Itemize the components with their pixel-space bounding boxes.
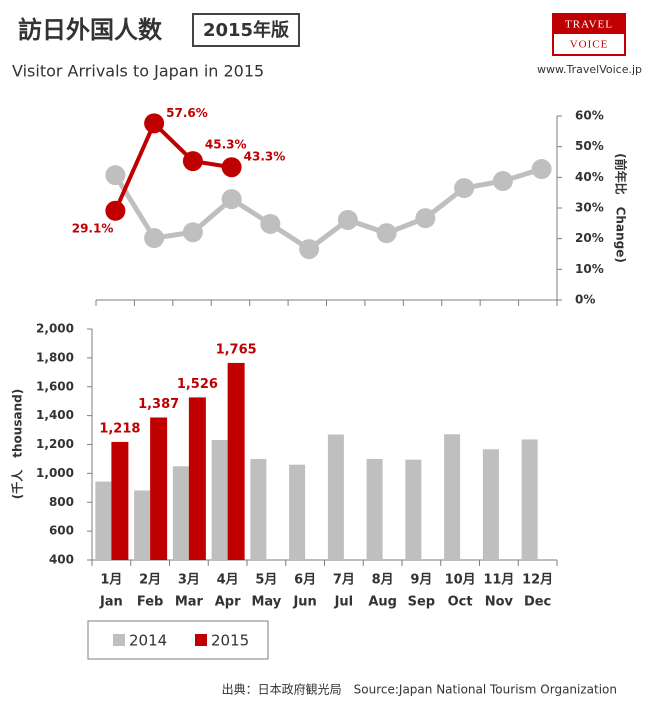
data-label: 43.3% xyxy=(244,150,286,164)
data-label: 1,526 xyxy=(177,377,218,392)
y2-tick-label: 20% xyxy=(575,231,604,245)
y2-tick-label: 40% xyxy=(575,170,604,184)
legend-swatch xyxy=(113,634,125,646)
point xyxy=(337,209,358,230)
x-tick-label: 8月 xyxy=(372,573,394,588)
page-title: 訪日外国人数 xyxy=(18,16,163,44)
data-label: 57.6% xyxy=(166,106,208,120)
x-tick-label: 12月 xyxy=(522,573,553,588)
x-tick-label: 7月 xyxy=(333,573,355,588)
x-tick-label: 3月 xyxy=(178,573,200,588)
bar xyxy=(521,439,538,560)
url: www.TravelVoice.jp xyxy=(537,63,642,76)
point xyxy=(144,228,165,249)
point xyxy=(144,113,165,134)
x-tick-label-en: Oct xyxy=(448,595,473,610)
y-tick-label: 1,800 xyxy=(36,350,74,364)
y-tick-label: 400 xyxy=(49,553,74,567)
bar xyxy=(250,458,267,560)
data-label: 1,218 xyxy=(99,421,140,436)
y-tick-label: 1,200 xyxy=(36,437,74,451)
legend-swatch xyxy=(195,634,207,646)
bar xyxy=(134,490,151,560)
x-tick-label-en: Dec xyxy=(524,595,551,610)
bar xyxy=(172,466,189,560)
x-tick-label: 5月 xyxy=(255,573,277,588)
y-axis-label: (千人 thousand) xyxy=(10,389,25,499)
data-label: 29.1% xyxy=(72,221,114,235)
x-tick-label-en: Jan xyxy=(99,595,123,610)
x-tick-label: 11月 xyxy=(483,573,514,588)
point xyxy=(299,239,320,260)
point xyxy=(531,159,552,180)
data-label: 1,387 xyxy=(138,397,179,412)
y2-tick-label: 0% xyxy=(575,293,595,307)
badge-box xyxy=(192,13,300,47)
x-tick-label: 6月 xyxy=(294,573,316,588)
bar xyxy=(444,434,461,560)
logo-band xyxy=(553,14,625,34)
y-tick-label: 800 xyxy=(49,495,74,509)
y2-tick-label: 30% xyxy=(575,201,604,215)
point xyxy=(415,208,436,229)
bar xyxy=(366,458,383,560)
bar xyxy=(150,417,168,560)
bar xyxy=(227,362,245,560)
x-tick-label-en: Sep xyxy=(408,595,436,610)
x-tick-label-en: Mar xyxy=(175,595,204,610)
point xyxy=(221,189,242,210)
bar xyxy=(95,481,112,560)
bar xyxy=(289,464,306,560)
point xyxy=(376,223,397,244)
data-label: 45.3% xyxy=(205,138,247,152)
point xyxy=(221,157,242,178)
point xyxy=(105,200,126,221)
bar xyxy=(188,397,206,560)
point xyxy=(182,151,203,172)
subtitle: Visitor Arrivals to Japan in 2015 xyxy=(12,62,264,81)
series-line xyxy=(113,119,232,212)
point xyxy=(454,178,475,199)
logo-bottom: VOICE xyxy=(570,39,609,51)
legend-label: 2014 xyxy=(129,632,167,650)
x-tick-label-en: Feb xyxy=(137,595,163,610)
bar xyxy=(482,449,499,560)
x-tick-label-en: Jul xyxy=(334,595,354,610)
source: 出典：日本政府観光局 Source:Japan National Tourism… xyxy=(222,682,617,697)
y2-axis-label: (前年比 Change) xyxy=(614,153,629,263)
x-tick-label-en: Aug xyxy=(368,595,397,610)
point xyxy=(492,171,513,192)
bar xyxy=(111,441,129,560)
y2-tick-label: 60% xyxy=(575,109,604,123)
y2-tick-label: 10% xyxy=(575,262,604,276)
point xyxy=(105,165,126,186)
series-line xyxy=(113,166,543,253)
data-label: 1,765 xyxy=(216,342,257,357)
x-tick-label-en: Jun xyxy=(292,595,316,610)
x-tick-label-en: May xyxy=(251,595,281,610)
logo-top: TRAVEL xyxy=(565,19,613,31)
x-tick-label: 4月 xyxy=(217,573,239,588)
legend-box xyxy=(87,620,269,660)
y-tick-label: 2,000 xyxy=(36,322,74,336)
y-tick-label: 600 xyxy=(49,524,74,538)
x-tick-label: 10月 xyxy=(445,573,476,588)
y-tick-label: 1,000 xyxy=(36,466,74,480)
badge: 2015年版 xyxy=(203,19,289,41)
x-tick-label: 9月 xyxy=(410,573,432,588)
point xyxy=(260,213,281,234)
y-tick-label: 1,400 xyxy=(36,408,74,422)
x-tick-label: 2月 xyxy=(139,573,161,588)
x-tick-label: 1月 xyxy=(100,573,122,588)
y2-tick-label: 50% xyxy=(575,139,604,153)
x-tick-label-en: Apr xyxy=(215,595,241,610)
x-tick-label-en: Nov xyxy=(485,595,514,610)
legend-label: 2015 xyxy=(211,632,249,650)
bar xyxy=(211,440,228,560)
bar xyxy=(405,459,422,560)
y-tick-label: 1,600 xyxy=(36,379,74,393)
point xyxy=(182,222,203,243)
bar xyxy=(327,434,344,560)
